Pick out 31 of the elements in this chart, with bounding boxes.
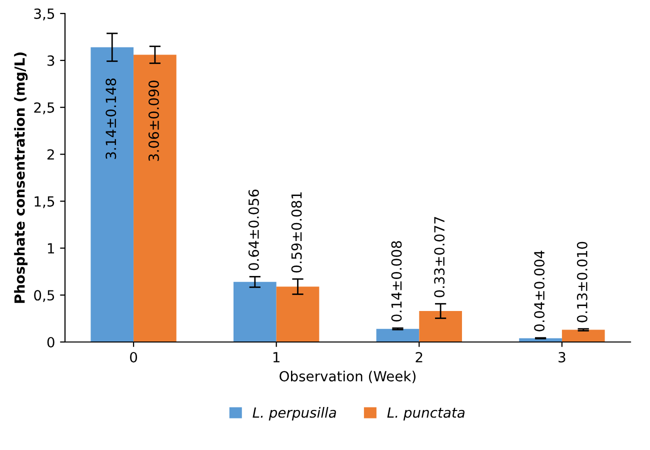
data-label: 0.14±0.008 [391,241,402,322]
bar [419,311,462,342]
data-label: 0.04±0.004 [534,250,545,332]
x-tick-label: 1 [273,352,280,362]
data-label: 0.33±0.077 [434,217,445,298]
y-tick-label: 3,5 [34,8,54,20]
y-tick-label: 1 [48,243,54,254]
x-tick-label: 3 [558,352,566,362]
data-label: 3.06±0.090 [148,80,159,161]
y-tick-label: 1,5 [34,196,54,208]
data-label: 0.59±0.081 [291,192,302,272]
x-tick-label: 0 [130,352,138,362]
y-tick-label: 3 [48,55,54,66]
legend-label: L. punctata [387,407,465,420]
y-tick-label: 0 [47,336,54,348]
data-label: 0.13±0.010 [576,242,588,322]
data-label: 0.64±0.056 [248,190,259,270]
y-axis-title: Phosphate consentration (mg/L) [14,52,28,303]
y-tick-label: 0,5 [34,290,54,302]
data-label: 3.14±0.148 [106,78,116,159]
legend-label: L. perpusilla [252,407,336,420]
bar [276,286,320,342]
bar [562,330,605,342]
bar [376,328,420,342]
bar [234,282,276,342]
x-axis-title: Observation (Week) [280,370,416,384]
bar [134,54,176,342]
x-tick-label: 2 [416,352,422,362]
y-tick-label: 2,5 [34,102,54,114]
bar [90,47,134,342]
y-tick-label: 2 [47,149,54,160]
